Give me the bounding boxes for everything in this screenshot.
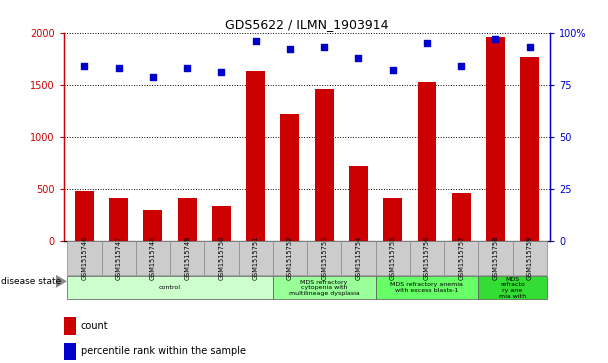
Text: GSM1515754: GSM1515754 bbox=[356, 236, 361, 281]
Text: disease state: disease state bbox=[1, 277, 61, 286]
Bar bbox=[143, 210, 162, 241]
Polygon shape bbox=[56, 275, 67, 288]
Bar bbox=[212, 206, 231, 241]
Bar bbox=[280, 114, 299, 241]
Bar bbox=[513, 241, 547, 275]
Bar bbox=[67, 241, 102, 275]
Text: MDS
refracto
ry ane
mia with: MDS refracto ry ane mia with bbox=[499, 277, 526, 299]
Text: GSM1515756: GSM1515756 bbox=[424, 236, 430, 281]
Bar bbox=[64, 317, 76, 335]
Text: count: count bbox=[81, 321, 108, 331]
Point bbox=[250, 38, 260, 44]
Text: GSM1515758: GSM1515758 bbox=[492, 236, 499, 281]
Bar bbox=[376, 241, 410, 275]
Bar bbox=[418, 82, 437, 241]
Bar bbox=[64, 343, 76, 360]
Bar bbox=[486, 37, 505, 241]
Bar bbox=[444, 241, 478, 275]
Text: GSM1515753: GSM1515753 bbox=[321, 236, 327, 280]
Text: GSM1515755: GSM1515755 bbox=[390, 236, 396, 281]
Point bbox=[182, 65, 192, 71]
Text: GSM1515746: GSM1515746 bbox=[81, 236, 88, 281]
Bar bbox=[109, 197, 128, 241]
Point bbox=[491, 36, 500, 42]
Bar bbox=[452, 193, 471, 241]
Text: GSM1515748: GSM1515748 bbox=[150, 236, 156, 281]
Bar bbox=[341, 241, 376, 275]
Point bbox=[525, 44, 534, 50]
Point bbox=[319, 44, 329, 50]
Bar bbox=[478, 276, 547, 299]
Text: MDS refractory anemia
with excess blasts-1: MDS refractory anemia with excess blasts… bbox=[390, 282, 463, 293]
Bar bbox=[273, 276, 376, 299]
Text: GSM1515757: GSM1515757 bbox=[458, 236, 464, 281]
Point bbox=[216, 69, 226, 75]
Bar bbox=[170, 241, 204, 275]
Bar bbox=[136, 241, 170, 275]
Bar bbox=[75, 191, 94, 241]
Point bbox=[422, 40, 432, 46]
Text: GSM1515752: GSM1515752 bbox=[287, 236, 293, 281]
Bar bbox=[376, 276, 478, 299]
Point bbox=[114, 65, 123, 71]
Point bbox=[388, 68, 398, 73]
Point bbox=[285, 46, 295, 52]
Bar bbox=[67, 276, 273, 299]
Bar bbox=[204, 241, 238, 275]
Bar bbox=[273, 241, 307, 275]
Bar bbox=[315, 89, 334, 241]
Text: control: control bbox=[159, 285, 181, 290]
Text: GSM1515751: GSM1515751 bbox=[253, 236, 258, 280]
Bar bbox=[520, 57, 539, 241]
Point bbox=[457, 63, 466, 69]
Bar bbox=[178, 197, 196, 241]
Text: GSM1515747: GSM1515747 bbox=[116, 236, 122, 281]
Point bbox=[148, 74, 157, 79]
Title: GDS5622 / ILMN_1903914: GDS5622 / ILMN_1903914 bbox=[226, 19, 389, 32]
Text: GSM1515749: GSM1515749 bbox=[184, 236, 190, 280]
Bar bbox=[102, 241, 136, 275]
Bar bbox=[410, 241, 444, 275]
Text: GSM1515759: GSM1515759 bbox=[527, 236, 533, 280]
Bar bbox=[238, 241, 273, 275]
Bar bbox=[307, 241, 341, 275]
Text: MDS refractory
cytopenia with
multilineage dysplasia: MDS refractory cytopenia with multilinea… bbox=[289, 280, 359, 296]
Bar bbox=[246, 71, 265, 241]
Bar bbox=[349, 166, 368, 241]
Bar bbox=[383, 197, 402, 241]
Text: percentile rank within the sample: percentile rank within the sample bbox=[81, 346, 246, 356]
Text: GSM1515750: GSM1515750 bbox=[218, 236, 224, 281]
Bar bbox=[478, 241, 513, 275]
Point bbox=[354, 55, 364, 61]
Point bbox=[80, 63, 89, 69]
